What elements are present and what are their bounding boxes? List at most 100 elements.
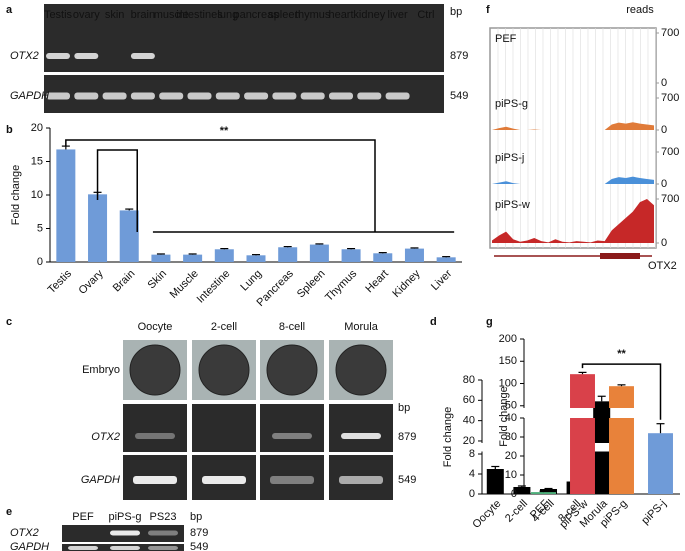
y-tick-label: 200 bbox=[499, 333, 517, 345]
y-tick-label: 0 bbox=[661, 124, 667, 136]
lane-label: lung bbox=[217, 9, 238, 21]
y-tick-label: 4 bbox=[469, 468, 475, 480]
gel-band bbox=[133, 476, 177, 484]
track-label: piPS-w bbox=[495, 199, 530, 211]
y-tick-label: 8 bbox=[469, 448, 475, 460]
track-label: piPS-g bbox=[495, 98, 528, 110]
x-axis-label: OTX2 bbox=[648, 260, 677, 272]
y-tick-label: 20 bbox=[505, 450, 517, 462]
gene-label: OTX2 bbox=[10, 50, 39, 62]
gel bbox=[44, 4, 444, 72]
lane-label: spleen bbox=[268, 9, 300, 21]
track-label: piPS-j bbox=[495, 152, 524, 164]
gel-band bbox=[74, 92, 99, 100]
gel-band bbox=[102, 92, 127, 100]
x-tick-label: Lung bbox=[238, 268, 264, 294]
size-label: 879 bbox=[398, 431, 416, 443]
gel bbox=[260, 404, 324, 452]
gel-band bbox=[110, 546, 140, 550]
y-tick-label: 0 bbox=[37, 256, 43, 268]
embryo bbox=[335, 344, 387, 396]
bar bbox=[183, 254, 203, 262]
lane-label: skin bbox=[105, 9, 125, 21]
column-label: Morula bbox=[344, 321, 379, 333]
panel-label: d bbox=[430, 316, 437, 328]
y-tick-label: 15 bbox=[31, 155, 43, 167]
bar bbox=[341, 249, 361, 262]
y-tick-label: 0 bbox=[661, 237, 667, 249]
bar bbox=[531, 492, 556, 494]
annotation: ** bbox=[617, 348, 626, 360]
size-label: 549 bbox=[450, 90, 468, 102]
size-label: 879 bbox=[190, 527, 208, 539]
gene-label: GAPDH bbox=[10, 90, 49, 102]
y-tick-label: 0 bbox=[661, 178, 667, 190]
x-tick-label: Kidney bbox=[390, 267, 423, 300]
gel-band bbox=[339, 476, 383, 484]
y-tick-label: 50 bbox=[505, 400, 517, 412]
gel bbox=[260, 455, 324, 500]
gel-band bbox=[341, 433, 381, 439]
column-label: 8-cell bbox=[279, 321, 305, 333]
y-tick-label: 40 bbox=[505, 412, 517, 424]
bar bbox=[648, 433, 673, 494]
bar bbox=[214, 249, 234, 262]
x-tick-label: 2-cell bbox=[503, 498, 530, 525]
x-tick-label: Ovary bbox=[76, 267, 106, 297]
bar bbox=[593, 451, 611, 494]
panel-label: b bbox=[6, 124, 13, 136]
gel-band bbox=[385, 92, 410, 100]
bar bbox=[609, 418, 634, 494]
column-label: Oocyte bbox=[138, 321, 173, 333]
gene-label: OTX2 bbox=[10, 527, 39, 539]
track-area bbox=[492, 122, 654, 130]
gel-band bbox=[148, 546, 178, 550]
lane-label: PEF bbox=[72, 511, 94, 523]
gel-band bbox=[270, 476, 314, 484]
row-label: OTX2 bbox=[91, 431, 120, 443]
gel-band bbox=[202, 476, 246, 484]
gel-band bbox=[272, 433, 312, 439]
y-axis-label: Fold change bbox=[10, 165, 22, 226]
x-tick-label: Thymus bbox=[323, 267, 359, 303]
track-area bbox=[492, 199, 654, 243]
gel bbox=[329, 404, 393, 452]
embryo bbox=[266, 344, 318, 396]
bar bbox=[373, 253, 393, 262]
gel-band bbox=[244, 92, 269, 100]
panel-label: f bbox=[486, 4, 490, 16]
significance-bracket bbox=[581, 363, 662, 420]
gel-band bbox=[329, 92, 353, 100]
bar bbox=[246, 255, 266, 262]
x-tick-label: Heart bbox=[363, 268, 391, 296]
y-tick-label: 150 bbox=[499, 355, 517, 367]
y-axis-label: reads bbox=[626, 4, 654, 16]
y-tick-label: 80 bbox=[463, 374, 475, 386]
bar bbox=[88, 194, 108, 262]
lane-label: Ctrl bbox=[417, 9, 434, 21]
annotation: ** bbox=[220, 125, 229, 137]
lane-label: PS23 bbox=[150, 511, 177, 523]
column-label: 2-cell bbox=[211, 321, 237, 333]
lane-label: heart bbox=[328, 9, 353, 21]
bar bbox=[570, 374, 595, 408]
gene-label: GAPDH bbox=[10, 541, 49, 551]
gel-band bbox=[300, 92, 325, 100]
row-label: Embryo bbox=[82, 364, 120, 376]
bar bbox=[570, 418, 595, 494]
y-tick-label: 700 bbox=[661, 27, 679, 39]
y-tick-label: 10 bbox=[505, 469, 517, 481]
gel-band bbox=[110, 530, 140, 536]
gel-band bbox=[74, 53, 99, 59]
row-label: GAPDH bbox=[81, 474, 120, 486]
bar bbox=[56, 149, 76, 262]
embryo bbox=[129, 344, 181, 396]
bar bbox=[278, 247, 298, 262]
bar bbox=[436, 257, 456, 262]
gel-band bbox=[148, 530, 178, 536]
track-area bbox=[492, 176, 654, 184]
lane-label: intestines bbox=[176, 9, 223, 21]
x-tick-label: Brain bbox=[111, 268, 138, 295]
lane-label: ovary bbox=[73, 9, 100, 21]
